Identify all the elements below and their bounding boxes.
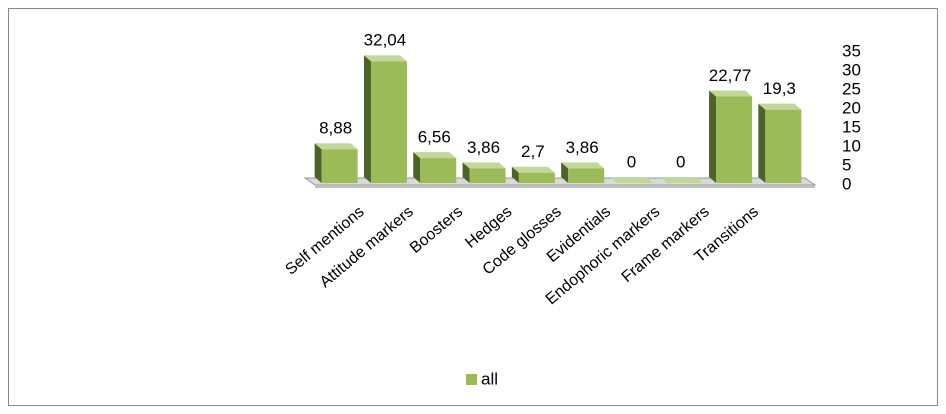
bar-side (314, 143, 322, 183)
bar (420, 158, 457, 183)
bar-side (561, 162, 569, 183)
bar (469, 168, 506, 183)
bar-top (363, 55, 407, 62)
value-label: 2,7 (521, 142, 545, 161)
bar-side (462, 162, 470, 183)
value-label: 32,04 (364, 31, 407, 50)
value-label: 0 (627, 152, 636, 171)
bar-top (314, 143, 358, 150)
value-label: 8,88 (319, 119, 352, 138)
bar (765, 109, 802, 183)
y-tick-label: 0 (842, 174, 851, 193)
y-tick-label: 35 (842, 41, 861, 60)
bar-top (462, 162, 506, 169)
y-tick-label: 15 (842, 117, 861, 136)
value-label: 0 (676, 152, 685, 171)
chart-border (8, 8, 938, 406)
floor-edge (315, 185, 815, 188)
bar-side (758, 103, 766, 183)
y-tick-label: 5 (842, 155, 851, 174)
bar (716, 96, 753, 183)
bar-side (511, 166, 519, 183)
y-tick-label: 30 (842, 60, 861, 79)
y-tick-label: 10 (842, 136, 861, 155)
bar-top (610, 177, 654, 183)
bar-side (413, 152, 421, 183)
bar-top (511, 166, 555, 173)
value-label: 3,86 (467, 138, 500, 157)
bar-side (709, 90, 717, 183)
value-label: 19,3 (763, 79, 796, 98)
bar (370, 61, 407, 183)
bar (568, 168, 605, 183)
bar-top (561, 162, 605, 169)
y-tick-label: 25 (842, 79, 861, 98)
bar-top (413, 152, 457, 159)
bar-side (363, 55, 371, 183)
bar-top (709, 90, 753, 97)
bar-top (758, 103, 802, 110)
value-label: 22,77 (709, 66, 752, 85)
value-label: 3,86 (566, 138, 599, 157)
legend-label: all (481, 369, 498, 388)
legend-swatch (466, 374, 477, 385)
bar (321, 149, 358, 183)
bar (518, 172, 555, 183)
bar-top (659, 177, 703, 183)
y-tick-label: 20 (842, 98, 861, 117)
value-label: 6,56 (418, 128, 451, 147)
